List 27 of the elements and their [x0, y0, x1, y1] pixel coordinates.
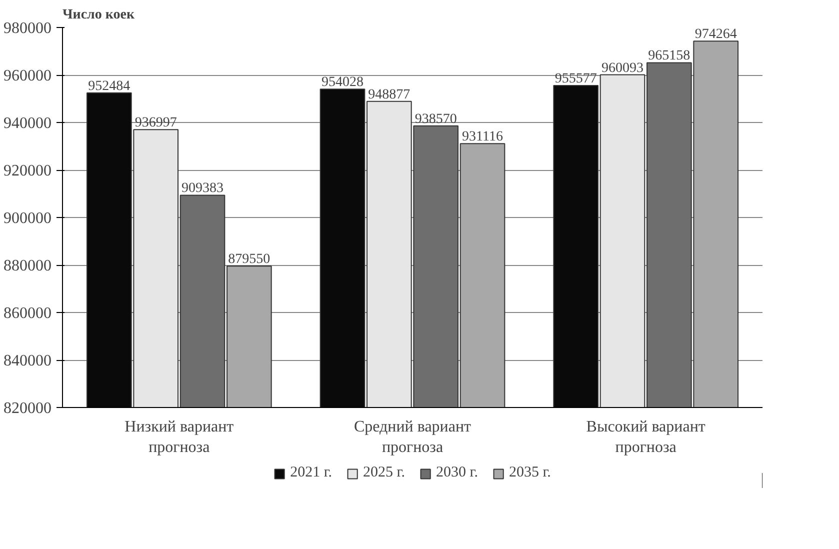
y-tick-label: 900000: [4, 210, 52, 227]
data-label: 974264: [694, 27, 737, 42]
legend-label: 2030 г.: [436, 464, 478, 482]
y-tick-label: 960000: [4, 68, 52, 84]
data-label: 931116: [462, 130, 503, 145]
y-tick-label: 820000: [4, 400, 52, 417]
data-label: 960093: [602, 60, 644, 76]
y-tick-label: 880000: [4, 258, 52, 274]
data-label: 909383: [182, 181, 224, 196]
data-label: 948877: [368, 87, 410, 102]
x-tick-label: Низкий вариант прогноза: [124, 418, 234, 456]
data-label: 879550: [228, 252, 270, 268]
x-tick-label: Высокий вариант прогноза: [586, 418, 706, 456]
legend-label: 2021 г.: [290, 464, 332, 482]
data-label: 955577: [554, 72, 597, 87]
y-tick-label: 940000: [4, 115, 52, 132]
y-axis-title: Число коек: [62, 8, 136, 22]
legend-label: 2025 г.: [363, 464, 405, 482]
y-tick-label: 980000: [4, 20, 52, 37]
data-label: 952484: [88, 78, 130, 94]
y-tick-label: 860000: [4, 305, 52, 322]
y-tick-label: 840000: [4, 352, 52, 370]
data-label: 965158: [648, 48, 690, 64]
x-tick-label: Средний вариант прогноза: [354, 418, 472, 456]
data-label: 954028: [322, 75, 364, 90]
legend-label: 2035 г.: [508, 464, 551, 482]
y-tick-label: 920000: [4, 162, 52, 180]
